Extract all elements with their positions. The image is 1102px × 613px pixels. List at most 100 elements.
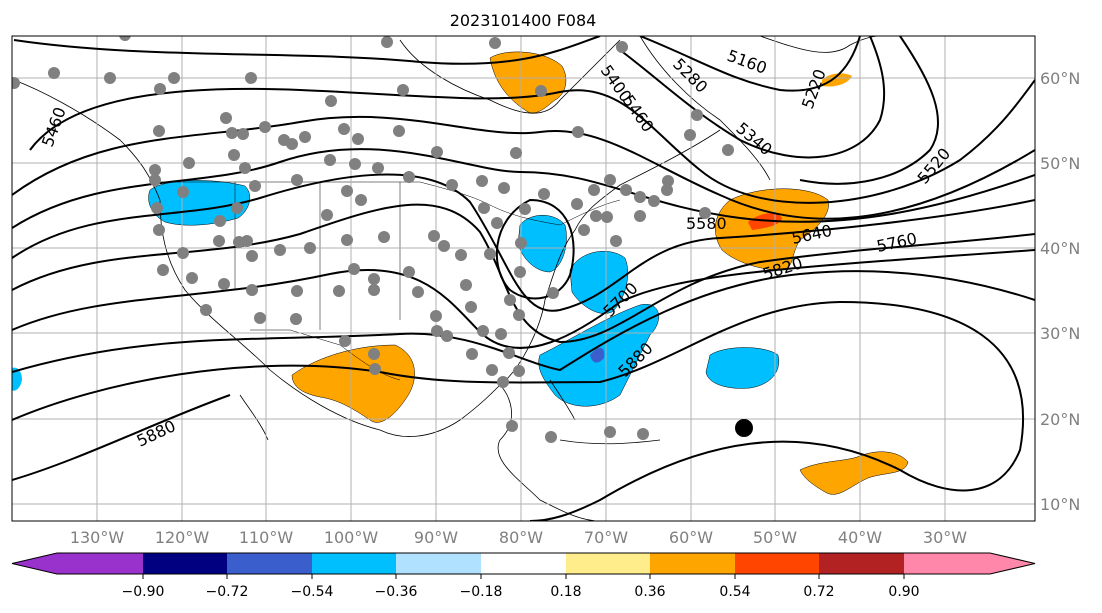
station-marker: [226, 127, 238, 139]
station-marker: [431, 325, 443, 337]
station-marker: [620, 184, 632, 196]
longitude-label: 130°W: [70, 528, 125, 547]
station-marker: [119, 36, 131, 41]
station-marker: [601, 211, 613, 223]
station-marker: [495, 328, 507, 340]
contour-line: [29, 79, 1035, 204]
station-marker: [547, 287, 559, 299]
colorbar-tick-label: 0.18: [550, 584, 581, 600]
station-marker: [431, 146, 443, 158]
colorbar-segment: [396, 553, 481, 574]
station-marker: [259, 121, 271, 133]
colorbar-tick-label: −0.72: [206, 584, 249, 600]
station-marker: [486, 364, 498, 376]
station-marker: [538, 188, 550, 200]
colorbar-tick-label: 0.72: [803, 584, 834, 600]
negative-anomaly-pacific-edge: [12, 367, 22, 391]
negative-anomaly-midatlantic: [705, 347, 780, 389]
colorbar-segment: [227, 553, 312, 574]
longitude-label: 60°W: [669, 528, 713, 547]
station-marker: [151, 202, 163, 214]
colorbar-segment: [650, 553, 735, 574]
station-marker: [489, 37, 501, 49]
colorbar-segment: [566, 553, 650, 574]
station-marker: [513, 309, 525, 321]
contour-line: [12, 148, 1035, 229]
station-marker: [478, 202, 490, 214]
station-marker: [498, 182, 510, 194]
station-marker: [333, 285, 345, 297]
station-marker: [634, 191, 646, 203]
station-marker: [412, 286, 424, 298]
station-marker: [477, 325, 489, 337]
colorbar-tick-label: −0.36: [375, 584, 418, 600]
station-marker: [513, 365, 525, 377]
station-marker: [249, 180, 261, 192]
longitude-labels: 130°W 120°W 110°W 100°W 90°W 80°W 70°W 60°W 50°W…: [70, 528, 967, 547]
contour-line: [619, 36, 886, 159]
station-marker: [403, 171, 415, 183]
contour-line: [495, 198, 575, 300]
colorbar-segment: [312, 553, 396, 574]
station-marker: [428, 230, 440, 242]
station-marker: [610, 235, 622, 247]
storm-center-marker: [735, 419, 753, 437]
colorbar-extend-max: [990, 553, 1035, 574]
station-marker: [691, 109, 703, 121]
colorbar-segment: [819, 553, 904, 574]
colorbar: −0.90 −0.72 −0.54 −0.36 −0.18 0.18 0.36 0.54 0.7…: [11, 552, 1036, 600]
station-marker: [369, 363, 381, 375]
station-marker: [254, 312, 266, 324]
colorbar-segment: [481, 553, 566, 574]
positive-anomaly-greenland: [822, 73, 852, 87]
negative-anomaly-northwest: [148, 180, 251, 226]
contour-label: 5580: [686, 214, 727, 233]
colorbar-segment: [143, 553, 227, 574]
station-marker: [604, 174, 616, 186]
longitude-label: 120°W: [155, 528, 210, 547]
negative-anomaly-lakes: [517, 215, 567, 273]
longitude-label: 110°W: [239, 528, 294, 547]
station-marker: [604, 426, 616, 438]
station-marker: [571, 198, 583, 210]
contour-line: [13, 36, 601, 65]
station-marker: [339, 335, 351, 347]
longitude-label: 100°W: [324, 528, 379, 547]
station-marker: [213, 235, 225, 247]
colorbar-segment: [735, 553, 819, 574]
station-marker: [545, 431, 557, 443]
station-marker: [149, 174, 161, 186]
station-marker: [220, 112, 232, 124]
longitude-label: 50°W: [753, 528, 797, 547]
station-marker: [104, 72, 116, 84]
contour-line: [639, 36, 861, 92]
station-marker: [168, 72, 180, 84]
station-marker: [338, 123, 350, 135]
station-marker: [684, 129, 696, 141]
station-marker: [372, 162, 384, 174]
station-marker: [514, 266, 526, 278]
station-marker: [218, 278, 230, 290]
station-marker: [157, 264, 169, 276]
map-frame: [11, 35, 1036, 522]
station-marker: [662, 175, 674, 187]
station-marker: [149, 164, 161, 176]
station-marker: [438, 240, 450, 252]
station-marker: [510, 147, 522, 159]
station-marker: [506, 420, 518, 432]
station-marker: [153, 224, 165, 236]
station-marker: [465, 301, 477, 313]
station-marker: [348, 263, 360, 275]
station-marker: [324, 154, 336, 166]
station-marker: [476, 175, 488, 187]
station-marker: [214, 215, 226, 227]
station-marker: [177, 247, 189, 259]
station-marker: [290, 313, 302, 325]
colorbar-tick-label: −0.54: [291, 584, 334, 600]
station-marker: [245, 72, 257, 84]
station-marker: [661, 184, 673, 196]
negative-anomaly-coast: [569, 251, 628, 314]
colorbar-segment: [904, 553, 990, 574]
station-marker: [286, 138, 298, 150]
station-marker: [304, 242, 316, 254]
